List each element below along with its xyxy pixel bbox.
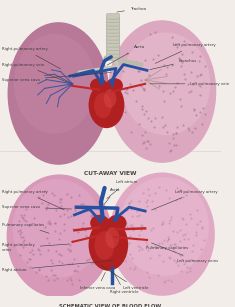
Text: Pulmonary capillaries: Pulmonary capillaries bbox=[146, 239, 188, 250]
Text: CUT-AWAY VIEW: CUT-AWAY VIEW bbox=[84, 171, 137, 176]
Text: Left atrium: Left atrium bbox=[107, 180, 137, 199]
Ellipse shape bbox=[13, 179, 102, 278]
Text: Superior vena cava: Superior vena cava bbox=[2, 205, 72, 209]
Text: Left pulmonary artery: Left pulmonary artery bbox=[152, 190, 218, 210]
Ellipse shape bbox=[94, 93, 112, 118]
Ellipse shape bbox=[119, 177, 209, 276]
FancyBboxPatch shape bbox=[107, 52, 119, 58]
FancyBboxPatch shape bbox=[107, 49, 119, 54]
Text: Inferior vena cava: Inferior vena cava bbox=[80, 272, 115, 290]
Text: Superior vena cava: Superior vena cava bbox=[2, 72, 111, 82]
Ellipse shape bbox=[106, 227, 119, 248]
Ellipse shape bbox=[108, 20, 216, 163]
FancyBboxPatch shape bbox=[107, 21, 119, 26]
Text: Right pulmonary artery: Right pulmonary artery bbox=[2, 190, 64, 210]
Text: Right atrium: Right atrium bbox=[2, 260, 113, 272]
Ellipse shape bbox=[89, 219, 128, 271]
Ellipse shape bbox=[121, 33, 210, 135]
Text: Right pulmonary artery: Right pulmonary artery bbox=[2, 47, 61, 69]
Ellipse shape bbox=[89, 82, 124, 128]
FancyBboxPatch shape bbox=[107, 17, 119, 23]
FancyBboxPatch shape bbox=[107, 31, 119, 37]
Text: Pulmonary capillaries: Pulmonary capillaries bbox=[2, 223, 49, 233]
Ellipse shape bbox=[106, 78, 123, 93]
Text: Right pulmonary vein: Right pulmonary vein bbox=[2, 63, 69, 83]
FancyBboxPatch shape bbox=[107, 42, 119, 47]
FancyBboxPatch shape bbox=[107, 45, 119, 51]
Text: Right pulmonary
veins: Right pulmonary veins bbox=[2, 243, 70, 252]
Text: Left ventricle: Left ventricle bbox=[101, 266, 149, 290]
Ellipse shape bbox=[94, 231, 114, 260]
Text: Left pulmonary veins: Left pulmonary veins bbox=[152, 243, 218, 263]
Ellipse shape bbox=[90, 215, 109, 231]
Ellipse shape bbox=[7, 174, 112, 298]
Ellipse shape bbox=[108, 215, 127, 231]
Text: SCHEMATIC VIEW OF BLOOD FLOW: SCHEMATIC VIEW OF BLOOD FLOW bbox=[59, 304, 161, 307]
Text: Right ventricle: Right ventricle bbox=[110, 272, 139, 294]
FancyBboxPatch shape bbox=[107, 35, 119, 40]
FancyBboxPatch shape bbox=[107, 28, 119, 33]
Ellipse shape bbox=[104, 89, 116, 108]
Text: Aorta: Aorta bbox=[104, 188, 121, 204]
Text: Aorta: Aorta bbox=[107, 45, 145, 65]
Text: Left pulmonary artery: Left pulmonary artery bbox=[155, 43, 216, 64]
FancyBboxPatch shape bbox=[107, 24, 119, 29]
Text: Left pulmonary vein: Left pulmonary vein bbox=[150, 82, 230, 86]
Text: Trachea: Trachea bbox=[117, 7, 146, 12]
Ellipse shape bbox=[90, 78, 107, 93]
FancyBboxPatch shape bbox=[107, 14, 119, 19]
FancyBboxPatch shape bbox=[107, 38, 119, 44]
Ellipse shape bbox=[8, 22, 109, 165]
Ellipse shape bbox=[109, 173, 215, 296]
Ellipse shape bbox=[14, 34, 95, 134]
Text: Bronchus: Bronchus bbox=[150, 59, 197, 70]
